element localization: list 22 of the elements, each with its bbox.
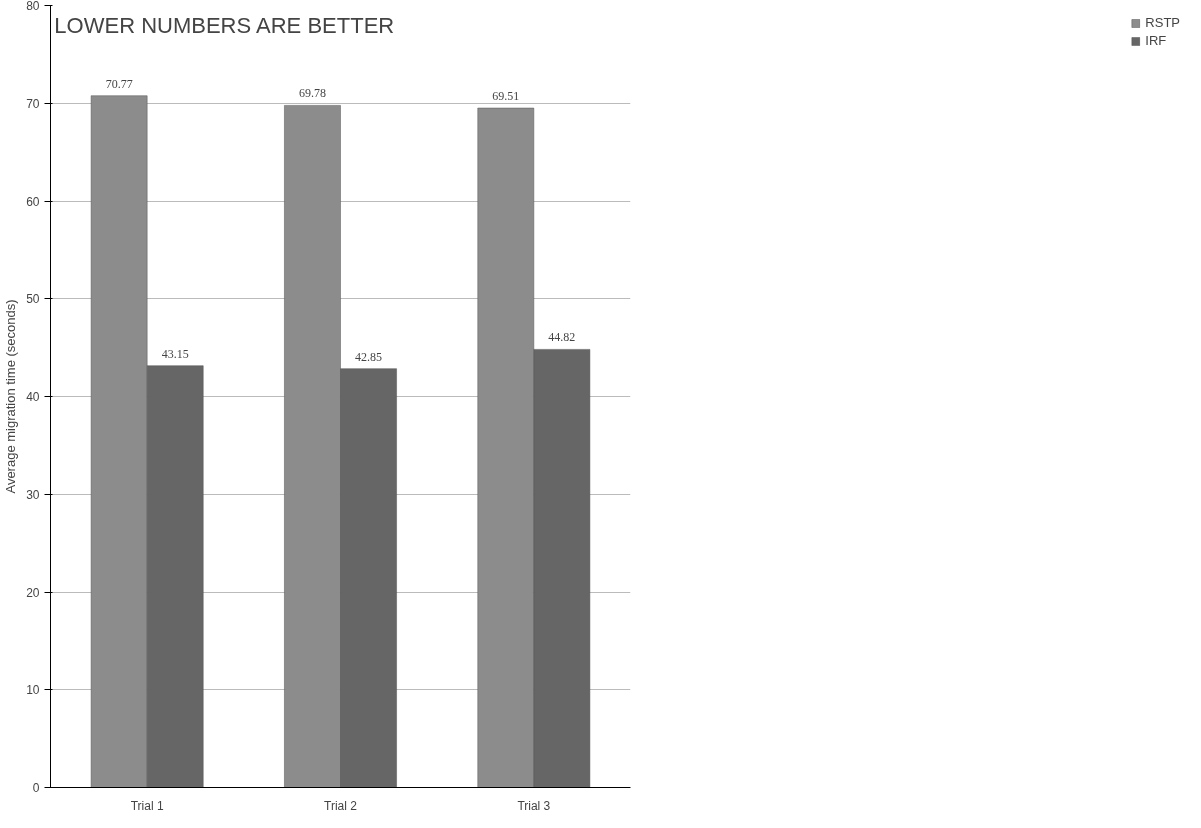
legend-label: RSTP xyxy=(1145,15,1180,30)
x-tick-label: Trial 1 xyxy=(130,798,164,813)
annotation: LOWER NUMBERS ARE BETTER xyxy=(54,12,395,38)
y-tick-label: 60 xyxy=(26,194,40,209)
x-tick-label: Trial 3 xyxy=(517,798,551,813)
data-label: 70.77 xyxy=(105,76,133,91)
data-label: 69.51 xyxy=(492,89,520,104)
data-label: 44.82 xyxy=(548,330,576,345)
y-tick-label: 70 xyxy=(26,96,40,111)
y-tick-label: 50 xyxy=(26,292,40,307)
y-tick-label: 80 xyxy=(26,0,40,13)
legend-label: IRF xyxy=(1145,33,1167,48)
y-axis-title: Average migration time (seconds) xyxy=(3,299,19,494)
data-label: 43.15 xyxy=(161,346,189,361)
x-tick-label: Trial 2 xyxy=(324,798,358,813)
y-tick-label: 40 xyxy=(26,390,40,404)
y-tick-label: 0 xyxy=(32,781,40,795)
y-tick-label: 30 xyxy=(26,487,40,502)
y-tick-label: 10 xyxy=(26,683,40,698)
y-tick-label: 20 xyxy=(26,585,40,600)
data-label: 42.85 xyxy=(355,349,383,364)
data-label: 69.78 xyxy=(298,86,326,101)
